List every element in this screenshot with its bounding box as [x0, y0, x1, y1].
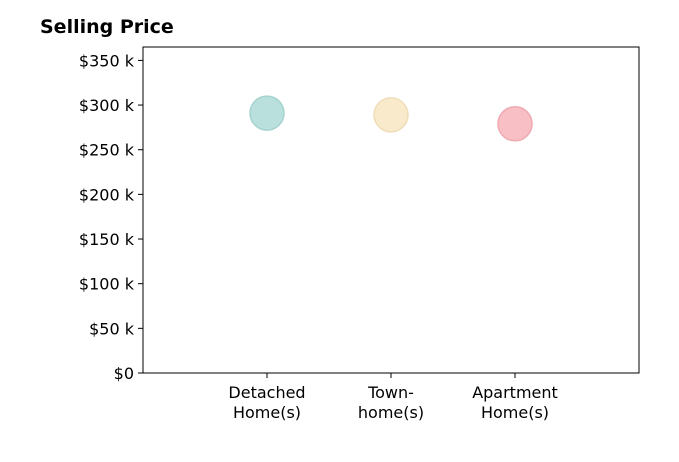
y-tick-label: $50 k — [89, 319, 135, 338]
plot-area-frame — [142, 46, 640, 374]
x-tick-label: Home(s) — [233, 403, 301, 422]
y-tick-label: $0 — [114, 364, 134, 383]
x-tick-label: Town- — [367, 383, 414, 402]
x-tick-label: Detached — [228, 383, 305, 402]
chart-title: Selling Price — [40, 16, 174, 38]
y-tick-label: $300 k — [79, 96, 135, 115]
data-points — [249, 95, 533, 142]
x-tick-label: Home(s) — [481, 403, 549, 422]
x-tick-label: home(s) — [358, 403, 424, 422]
y-tick-label: $150 k — [79, 230, 135, 249]
x-tick-label: Apartment — [472, 383, 558, 402]
data-point — [373, 97, 409, 133]
y-tick-label: $100 k — [79, 275, 135, 294]
y-axis: $0 $50 k $100 k $150 k $200 k $250 k $300 k $35… — [79, 51, 143, 383]
data-point — [497, 106, 533, 142]
x-axis: DetachedHome(s)Town-home(s)ApartmentHome… — [228, 373, 558, 422]
y-tick-label: $200 k — [79, 185, 135, 204]
y-tick-label: $250 k — [79, 141, 135, 160]
y-tick-label: $350 k — [79, 51, 135, 70]
data-point — [249, 95, 285, 131]
